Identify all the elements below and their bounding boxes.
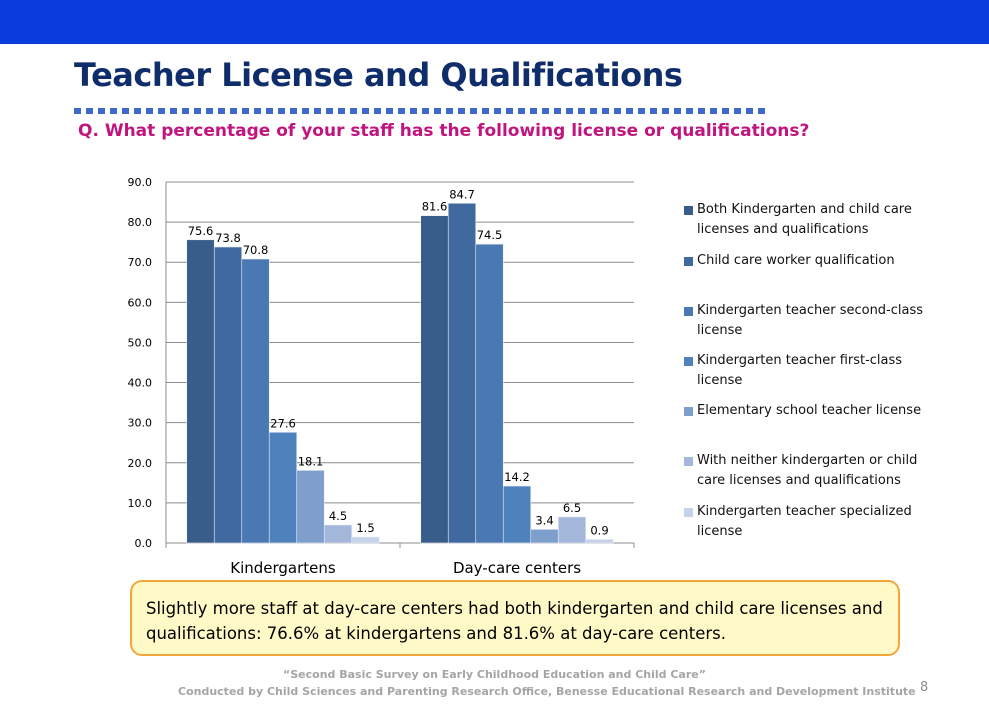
legend-swatch	[684, 307, 693, 316]
legend-label: Elementary school teacher license	[697, 403, 922, 418]
bar	[502, 485, 532, 544]
bar-chart: 0.0 10.0 20.0 30.0 40.0 50.0 60.0 70.0 80.0 90.0 7…	[128, 176, 635, 577]
bar	[186, 239, 215, 544]
data-label: 70.8	[243, 243, 269, 257]
bar	[323, 524, 353, 544]
category-label: Day-care centers	[453, 559, 581, 577]
bar	[585, 539, 614, 544]
bar	[420, 215, 449, 544]
y-tick-label: 70.0	[128, 256, 153, 269]
bar	[475, 243, 504, 544]
legend-label: Child care worker qualification	[697, 253, 895, 268]
legend-label: Kindergarten teacher first-class license	[697, 353, 903, 388]
y-tick-label: 30.0	[128, 417, 153, 430]
category-label: Kindergartens	[230, 559, 336, 577]
data-label: 74.5	[477, 228, 503, 242]
bar	[447, 202, 477, 544]
y-tick-label: 0.0	[135, 537, 153, 550]
data-label: 27.6	[270, 416, 296, 430]
legend-swatch	[684, 357, 693, 366]
data-label: 4.5	[329, 509, 347, 523]
y-tick-label: 60.0	[128, 296, 153, 309]
data-label: 6.5	[563, 501, 581, 515]
y-tick-label: 10.0	[128, 497, 153, 510]
top-banner	[0, 0, 989, 44]
footer-survey-name: “Second Basic Survey on Early Childhood …	[283, 668, 706, 681]
bar	[241, 258, 270, 544]
data-label: 73.8	[215, 231, 241, 245]
y-tick-label: 20.0	[128, 457, 153, 470]
bar	[213, 246, 243, 544]
data-label: 1.5	[356, 521, 374, 535]
callout-text: Slightly more staff at day-care centers …	[146, 599, 883, 643]
summary-callout: Slightly more staff at day-care centers …	[130, 580, 900, 656]
dotted-divider	[74, 108, 768, 114]
data-label: 81.6	[422, 200, 448, 214]
bar	[296, 470, 325, 544]
data-label: 75.6	[188, 224, 214, 238]
y-tick-label: 80.0	[128, 216, 153, 229]
slide-title: Teacher License and Qualifications	[74, 56, 683, 94]
data-label: 18.1	[298, 454, 324, 468]
legend-swatch	[684, 257, 693, 266]
legend-label: With neither kindergarten or child care …	[697, 453, 918, 488]
bar	[351, 536, 380, 544]
bar	[530, 529, 559, 544]
legend-swatch	[684, 508, 693, 517]
legend-label: Kindergarten teacher specialized license	[697, 504, 912, 539]
footer-organization: Conducted by Child Sciences and Parentin…	[178, 685, 916, 698]
legend-swatch	[684, 407, 693, 416]
survey-question: Q. What percentage of your staff has the…	[78, 121, 810, 141]
data-label: 3.4	[535, 513, 553, 527]
y-tick-label: 40.0	[128, 377, 153, 390]
legend-label: Kindergarten teacher second-class licens…	[697, 303, 924, 338]
bar	[268, 431, 298, 544]
page-number: 8	[920, 680, 929, 695]
legend-swatch	[684, 457, 693, 466]
data-label: 0.9	[590, 523, 608, 537]
data-label: 14.2	[504, 470, 530, 484]
data-label: 84.7	[449, 187, 475, 201]
legend-swatch	[684, 206, 693, 215]
bar	[557, 516, 587, 544]
y-tick-label: 50.0	[128, 336, 153, 349]
legend-label: Both Kindergarten and child care license…	[697, 202, 912, 237]
y-tick-label: 90.0	[128, 176, 153, 189]
